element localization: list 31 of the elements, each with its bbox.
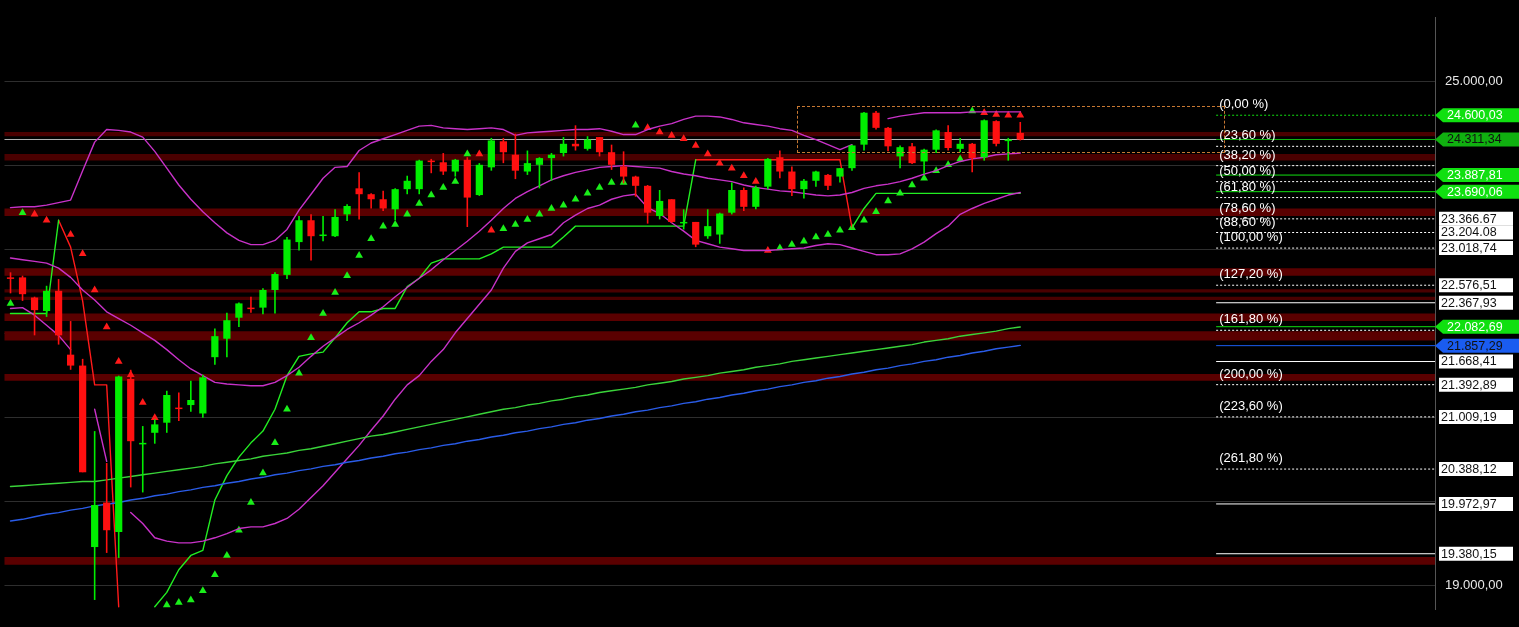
annotation: (50,00 %) xyxy=(1219,162,1276,178)
y-tick-label: 25.000,00 xyxy=(1445,73,1503,89)
ref-line-label: 23.690,06 xyxy=(1447,184,1503,199)
annotation: (261,80 %) xyxy=(1219,450,1283,466)
annotation: (0,00 %) xyxy=(1219,96,1269,112)
annotation: (23,60 %) xyxy=(1219,127,1276,143)
ref-line-label: 22.367,93 xyxy=(1441,295,1497,310)
ref-line-label: 24.311,34 xyxy=(1447,132,1502,147)
ref-line-label: 21.392,89 xyxy=(1441,377,1497,392)
ref-line-label: 22.082,69 xyxy=(1447,319,1503,334)
ref-line-label: 23.366.67 xyxy=(1441,211,1497,226)
ref-line-label: 21.668,41 xyxy=(1441,354,1497,369)
ref-line-label: 22.576,51 xyxy=(1441,278,1497,293)
ref-line-label: 23.204.08 xyxy=(1441,225,1497,240)
annotation: (100,00 %) xyxy=(1219,229,1283,245)
y-tick-label: 19.000,00 xyxy=(1445,577,1503,593)
annotation: (127,20 %) xyxy=(1219,266,1283,282)
ref-line-label: 23.887,81 xyxy=(1447,168,1503,183)
ref-line-label: 21.857,29 xyxy=(1447,338,1503,353)
annotation: (200,00 %) xyxy=(1219,365,1283,381)
annotation: (78,60 %) xyxy=(1219,199,1276,215)
annotation: (223,60 %) xyxy=(1219,397,1283,413)
ref-line-label: 21.009,19 xyxy=(1441,409,1497,424)
ref-line-label: 23.018,74 xyxy=(1441,241,1497,256)
annotation: (38,20 %) xyxy=(1219,146,1276,162)
ref-line-label: 19.380,15 xyxy=(1441,546,1497,561)
ref-line-label: 20.388,12 xyxy=(1441,462,1497,477)
ref-line-label: 24.600,03 xyxy=(1447,108,1503,123)
annotation: (161,80 %) xyxy=(1219,311,1283,327)
ref-line-label: 19.972,97 xyxy=(1441,496,1497,511)
annotation: (61,80 %) xyxy=(1219,178,1276,194)
